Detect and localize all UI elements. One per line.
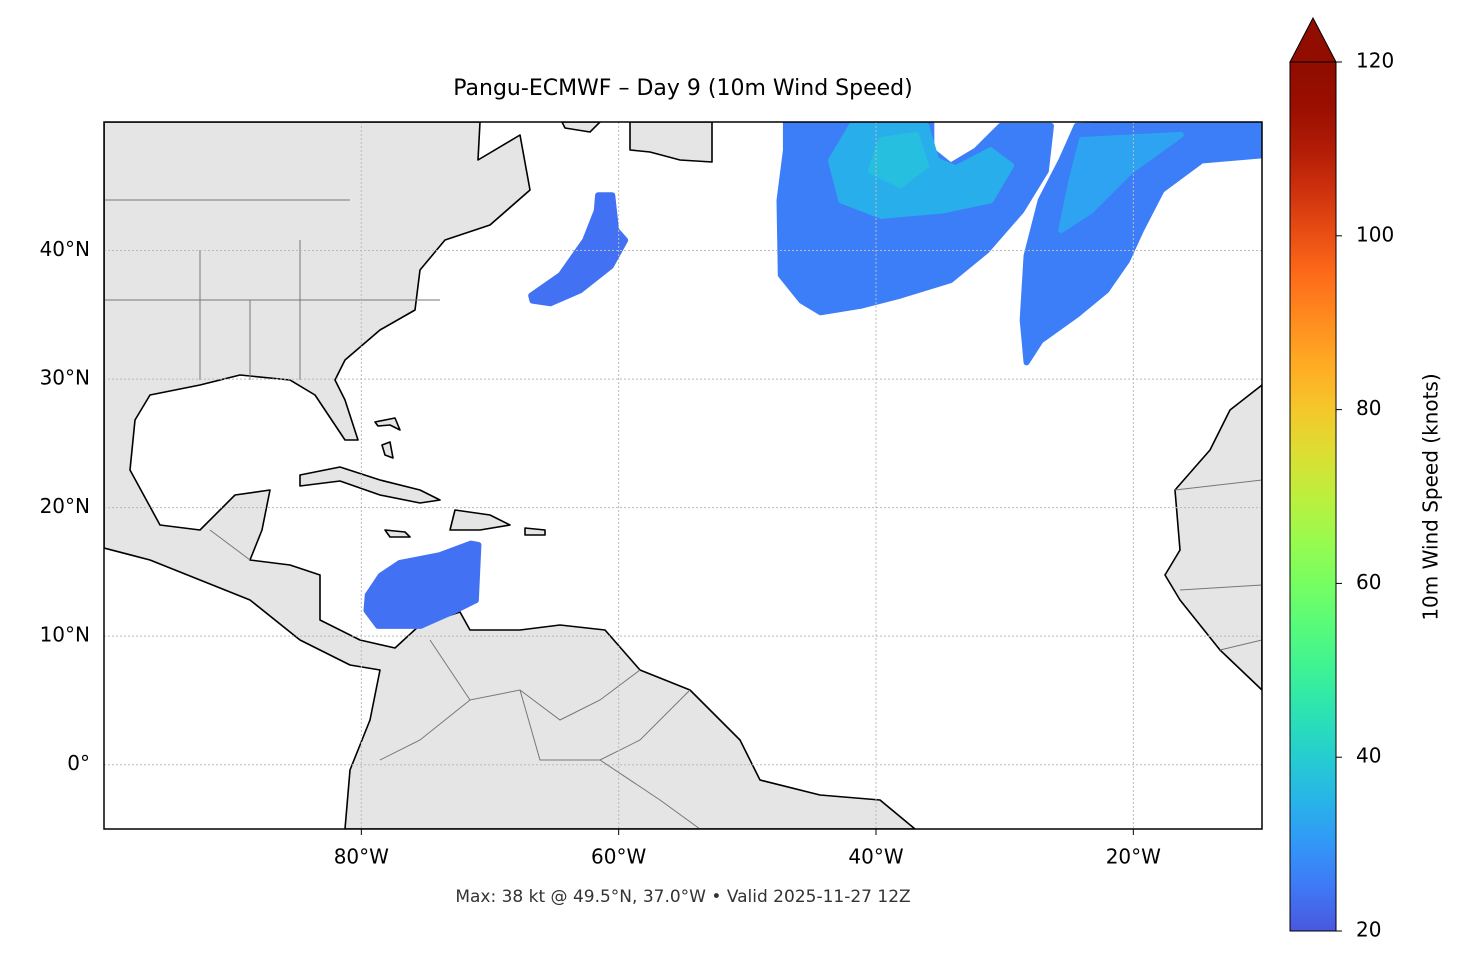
y-tick-label: 40°N: [40, 237, 90, 261]
colorbar-extend-arrow: [1289, 16, 1337, 63]
americas-land: [104, 122, 916, 829]
jamaica-land: [384, 529, 411, 538]
y-tick-label: 0°: [67, 751, 90, 775]
x-tick-label: 60°W: [591, 845, 646, 869]
annotation: Max: 38 kt @ 49.5°N, 37.0°W • Valid 2025…: [455, 887, 910, 907]
colorbar-tick-label: 100: [1356, 222, 1394, 246]
graticule: [104, 122, 1262, 829]
axes: 80°W 60°W 40°W 20°W 0° 10°N 20°N 30°N 40°N: [40, 237, 1162, 868]
map-title: Pangu-ECMWF – Day 9 (10m Wind Speed): [453, 76, 912, 101]
y-tick-label: 30°N: [40, 366, 90, 390]
y-tick-label: 20°N: [40, 494, 90, 518]
country-borders: [104, 199, 1262, 829]
colorbar: [1289, 61, 1337, 932]
wind-area: [363, 540, 482, 629]
colorbar-tick-label: 120: [1356, 49, 1394, 73]
x-tick-label: 80°W: [334, 845, 389, 869]
map-frame: [103, 121, 1263, 830]
cuba-land: [299, 466, 441, 504]
colorbar-tick-label: 40: [1356, 744, 1381, 768]
colorbar-tick-label: 60: [1356, 570, 1381, 594]
puerto-rico-land: [524, 527, 546, 536]
bahamas-land: [374, 417, 401, 459]
wind-area: [867, 131, 930, 188]
colorbar-label: 10m Wind Speed (knots): [1419, 373, 1443, 620]
wind-layer: [363, 122, 1262, 629]
x-tick-label: 20°W: [1106, 845, 1161, 869]
colorbar-ticks: 20 40 60 80 100 120: [1336, 49, 1394, 942]
newfoundland-land: [561, 122, 601, 133]
hispaniola-land: [449, 509, 511, 531]
y-tick-label: 10°N: [40, 623, 90, 647]
colorbar-tick-label: 80: [1356, 396, 1381, 420]
africa-land: [1164, 384, 1262, 691]
wind-area: [1058, 131, 1184, 233]
wind-area: [528, 192, 629, 307]
colorbar-tick-label: 20: [1356, 918, 1381, 942]
map-area: [104, 122, 1262, 829]
canada-maritime-land: [629, 122, 713, 163]
x-tick-label: 40°W: [848, 845, 903, 869]
